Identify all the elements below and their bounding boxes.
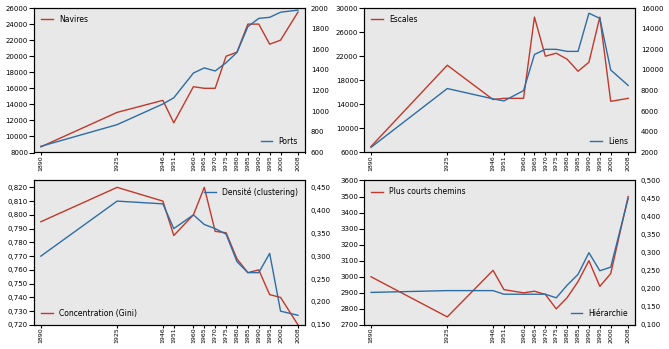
Legend: Densité (clustering): Densité (clustering) <box>201 184 300 200</box>
Legend: Plus courts chemins: Plus courts chemins <box>369 184 468 199</box>
Legend: Navires: Navires <box>38 12 91 27</box>
Legend: Hiérarchie: Hiérarchie <box>567 306 631 321</box>
Legend: Liens: Liens <box>587 134 631 149</box>
Legend: Escales: Escales <box>369 12 421 27</box>
Legend: Concentration (Gini): Concentration (Gini) <box>38 306 140 321</box>
Legend: Ports: Ports <box>258 134 300 149</box>
